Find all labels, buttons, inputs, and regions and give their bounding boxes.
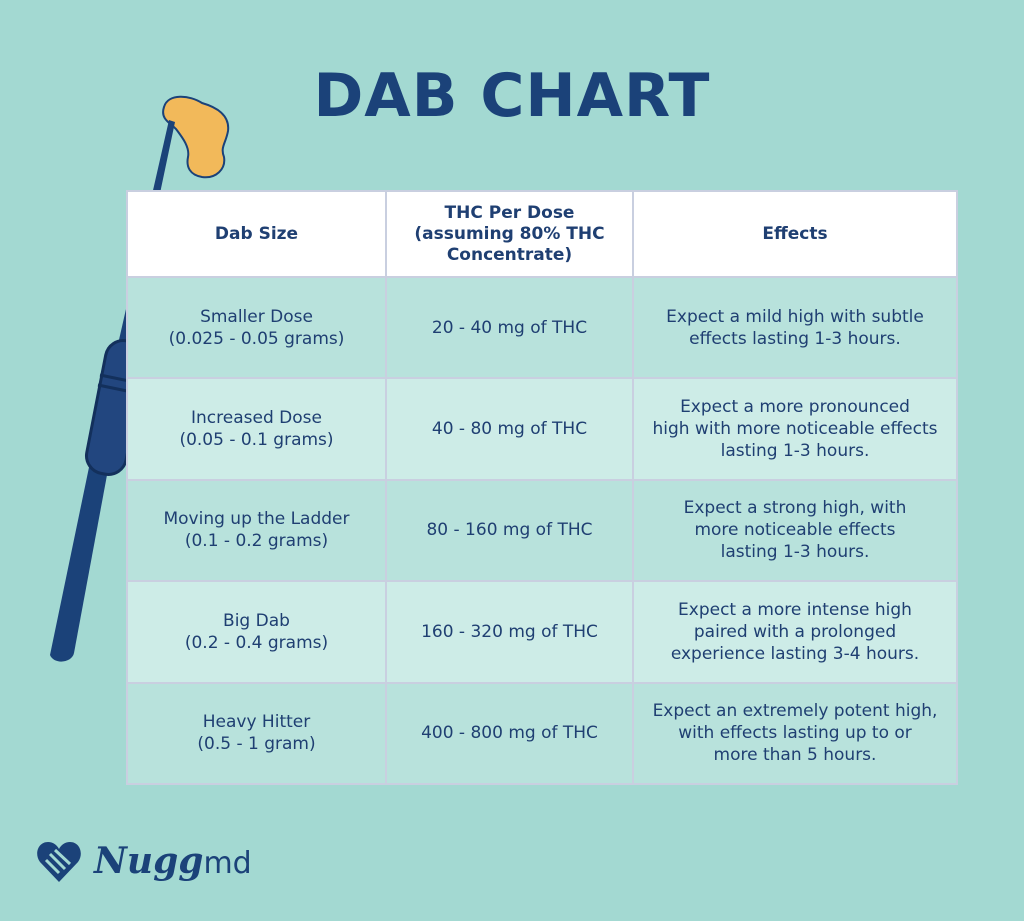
table-row: Heavy Hitter (0.5 - 1 gram) 400 - 800 mg… — [126, 681, 958, 786]
cell-thc: 80 - 160 mg of THC — [385, 478, 634, 583]
table-row: Smaller Dose (0.025 - 0.05 grams) 20 - 4… — [126, 275, 958, 380]
table-row: Big Dab (0.2 - 0.4 grams) 160 - 320 mg o… — [126, 580, 958, 684]
cell-effects: Expect an extremely potent high, with ef… — [632, 681, 958, 786]
header-effects: Effects — [632, 190, 958, 278]
cell-thc: 400 - 800 mg of THC — [385, 681, 634, 786]
cell-effects: Expect a more pronounced high with more … — [632, 377, 958, 481]
cell-thc: 40 - 80 mg of THC — [385, 377, 634, 481]
heart-logo-icon — [37, 842, 81, 882]
page-title: DAB CHART — [313, 61, 711, 131]
brand-name: Nuggmd — [94, 839, 252, 882]
cell-dab-size: Big Dab (0.2 - 0.4 grams) — [126, 580, 387, 684]
cell-effects: Expect a more intense high paired with a… — [632, 580, 958, 684]
header-dab-size: Dab Size — [126, 190, 387, 278]
cell-effects: Expect a mild high with subtle effects l… — [632, 275, 958, 380]
header-thc-per-dose: THC Per Dose (assuming 80% THC Concentra… — [385, 190, 634, 278]
cell-dab-size: Heavy Hitter (0.5 - 1 gram) — [126, 681, 387, 786]
cell-dab-size: Increased Dose (0.05 - 0.1 grams) — [126, 377, 387, 481]
cell-dab-size: Smaller Dose (0.025 - 0.05 grams) — [126, 275, 387, 380]
brand-logo: Nuggmd — [36, 838, 252, 886]
cell-thc: 20 - 40 mg of THC — [385, 275, 634, 380]
brand-suffix: md — [203, 845, 252, 881]
cell-dab-size: Moving up the Ladder (0.1 - 0.2 grams) — [126, 478, 387, 583]
table-header-row: Dab Size THC Per Dose (assuming 80% THC … — [126, 190, 958, 278]
cell-thc: 160 - 320 mg of THC — [385, 580, 634, 684]
table-row: Increased Dose (0.05 - 0.1 grams) 40 - 8… — [126, 377, 958, 481]
table-row: Moving up the Ladder (0.1 - 0.2 grams) 8… — [126, 478, 958, 583]
dab-chart-table: Dab Size THC Per Dose (assuming 80% THC … — [126, 190, 958, 786]
cell-effects: Expect a strong high, with more noticeab… — [632, 478, 958, 583]
wax-blob — [162, 95, 230, 179]
